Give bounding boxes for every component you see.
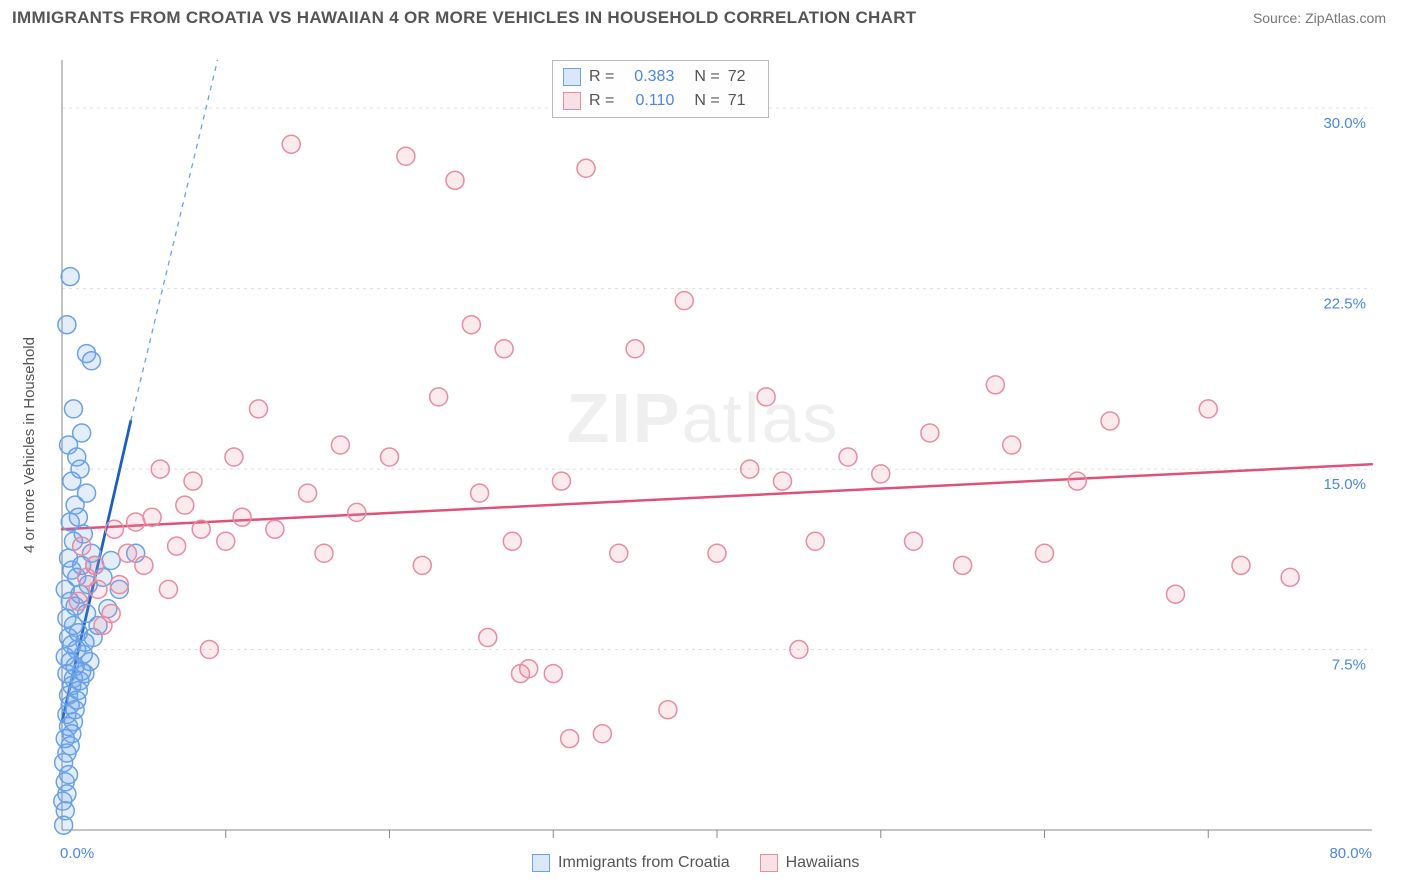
r-value-series1: 0.383 [622,65,674,89]
n-label: N = [694,65,719,89]
n-value-series1: 72 [728,65,758,89]
legend-label-series1: Immigrants from Croatia [558,854,730,872]
r-value-series2: 0.110 [622,89,674,113]
series-legend: Immigrants from Croatia Hawaiians [532,854,859,872]
legend-label-series2: Hawaiians [786,854,860,872]
legend-row-series2: R = 0.110 N = 71 [563,89,758,113]
svg-text:80.0%: 80.0% [1329,845,1372,862]
correlation-legend-box: R = 0.383 N = 72 R = 0.110 N = 71 [552,60,769,118]
title-bar: IMMIGRANTS FROM CROATIA VS HAWAIIAN 4 OR… [0,0,1406,36]
r-label: R = [589,65,614,89]
legend-row-series1: R = 0.383 N = 72 [563,65,758,89]
legend-item-series1: Immigrants from Croatia [532,854,730,872]
r-label: R = [589,89,614,113]
swatch-series2-icon [760,854,778,872]
swatch-series1-icon [532,854,550,872]
legend-item-series2: Hawaiians [760,854,860,872]
chart-area: 7.5% 15.0% 22.5% 30.0% 0.0% 80.0% 4 or more Ve… [12,40,1394,880]
svg-text:0.0%: 0.0% [60,845,94,862]
svg-text:22.5%: 22.5% [1323,296,1366,313]
n-label: N = [694,89,719,113]
svg-text:4 or more Vehicles in Househol: 4 or more Vehicles in Household [21,337,38,553]
svg-text:30.0%: 30.0% [1323,115,1366,132]
svg-text:15.0%: 15.0% [1323,476,1366,493]
source-label: Source: ZipAtlas.com [1253,10,1386,26]
svg-text:7.5%: 7.5% [1332,657,1366,674]
scatter-chart-svg: 7.5% 15.0% 22.5% 30.0% 0.0% 80.0% 4 or more Ve… [12,40,1394,880]
chart-title: IMMIGRANTS FROM CROATIA VS HAWAIIAN 4 OR… [12,8,916,28]
swatch-series1 [563,68,581,86]
n-value-series2: 71 [728,89,758,113]
swatch-series2 [563,92,581,110]
